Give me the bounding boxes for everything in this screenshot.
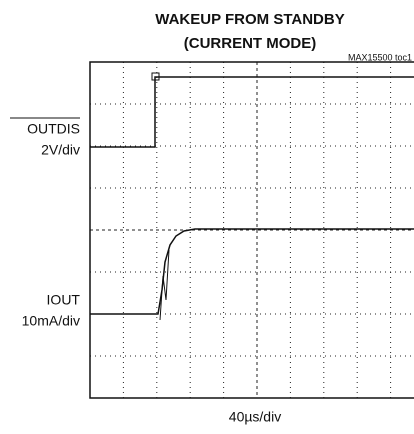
figure-note: MAX15500 toc1	[348, 52, 412, 62]
channel-scale: 10mA/div	[22, 313, 80, 329]
trace-noise	[159, 249, 170, 321]
channel-label: IOUT	[47, 292, 81, 308]
trace-outdis	[90, 76, 414, 148]
subtitle: (CURRENT MODE)	[184, 35, 317, 52]
channel-scale: 2V/div	[41, 142, 80, 158]
grid	[90, 62, 414, 398]
screen-frame	[89, 61, 414, 399]
trigger-marker	[151, 72, 160, 81]
trace-iout	[90, 228, 414, 315]
channel-label: OUTDIS	[27, 121, 80, 137]
time-scale: 40µs/div	[229, 409, 281, 425]
title: WAKEUP FROM STANDBY	[155, 11, 344, 28]
